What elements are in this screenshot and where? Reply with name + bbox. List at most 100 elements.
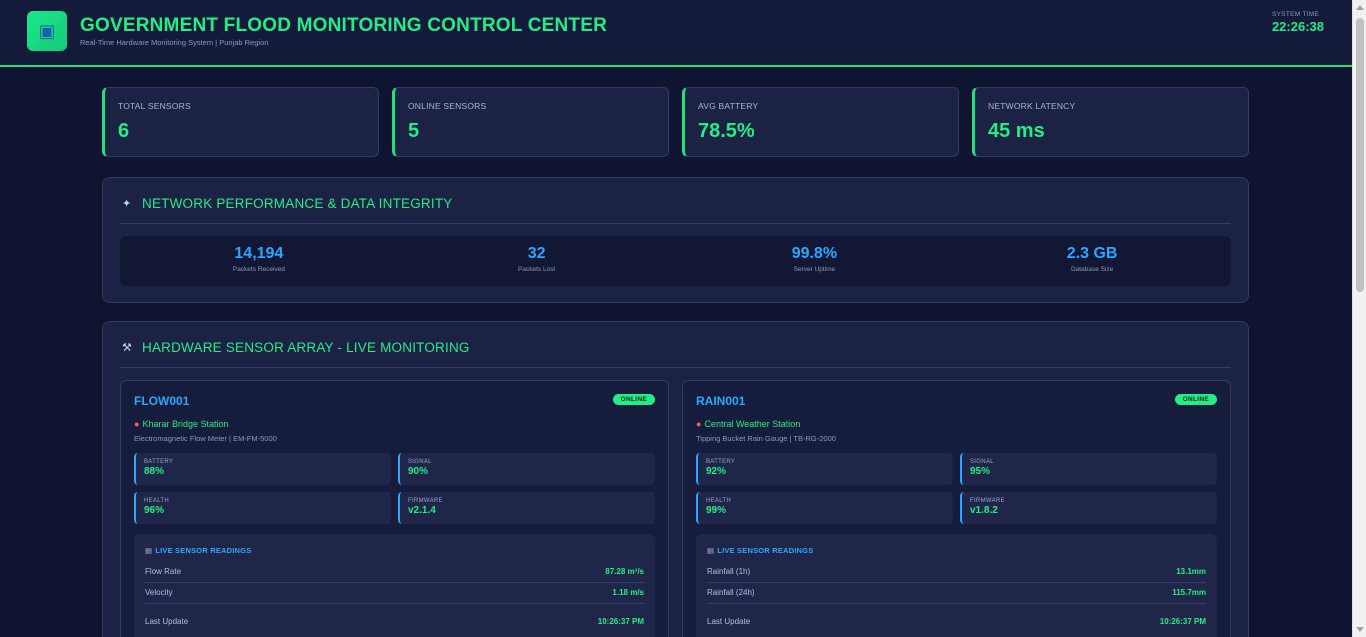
- stat-card-online-sensors: ONLINE SENSORS 5: [392, 87, 669, 157]
- tile-value: 90%: [408, 466, 429, 477]
- tile-label: FIRMWARE: [970, 498, 1005, 504]
- metric-value: 32: [527, 245, 546, 262]
- reading-label: Last Update: [707, 617, 751, 626]
- reading-row: Last Update 10:26:37 PM: [145, 612, 644, 633]
- sensor-location: ● Kharar Bridge Station: [134, 419, 229, 429]
- status-badge: ONLINE: [1174, 394, 1217, 405]
- tile-label: FIRMWARE: [408, 498, 443, 504]
- metric-database-size: 2.3 GB Database Size: [953, 236, 1231, 286]
- satellite-dish-icon: ✦: [122, 198, 132, 210]
- metric-server-uptime: 99.8% Server Uptime: [676, 236, 954, 286]
- sensor-id: RAIN001: [696, 394, 746, 408]
- sensor-array-panel: ⚒ HARDWARE SENSOR ARRAY - LIVE MONITORIN…: [102, 321, 1249, 637]
- panel-title: HARDWARE SENSOR ARRAY - LIVE MONITORING: [142, 340, 470, 355]
- map-pin-icon: ●: [134, 419, 140, 429]
- firmware-tile: FIRMWARE v1.8.2: [960, 492, 1217, 524]
- bar-chart-icon: ▦: [145, 546, 153, 555]
- metric-packets-received: 14,194 Packets Received: [120, 236, 398, 286]
- tile-label: BATTERY: [144, 459, 174, 465]
- sensor-card-rain001[interactable]: RAIN001 ONLINE ● Central Weather Station …: [682, 380, 1231, 637]
- reading-label: Rainfall (24h): [707, 588, 755, 597]
- metric-label: Server Uptime: [793, 266, 836, 273]
- tile-label: SIGNAL: [970, 459, 994, 465]
- metric-value: 99.8%: [791, 245, 838, 262]
- app-header: ▣ GOVERNMENT FLOOD MONITORING CONTROL CE…: [0, 0, 1352, 67]
- stat-value: 5: [408, 120, 420, 142]
- tile-label: HEALTH: [706, 498, 732, 504]
- metric-packets-lost: 32 Packets Lost: [398, 236, 676, 286]
- network-performance-panel: ✦ NETWORK PERFORMANCE & DATA INTEGRITY 1…: [102, 177, 1249, 303]
- sensor-model: Tipping Bucket Rain Gauge | TB-RG-2000: [696, 434, 836, 443]
- sensor-location-text: Kharar Bridge Station: [142, 419, 229, 429]
- firmware-tile: FIRMWARE v2.1.4: [398, 492, 655, 524]
- page-scrollbar[interactable]: [1352, 0, 1366, 637]
- live-readings: ▦ LIVE SENSOR READINGS Rainfall (1h) 13.1…: [696, 534, 1217, 637]
- stat-value: 45 ms: [988, 120, 1045, 142]
- system-time-value: 22:26:38: [1271, 19, 1324, 34]
- reading-row: Velocity 1.18 m/s: [145, 583, 644, 604]
- wrench-icon: ⚒: [122, 342, 132, 354]
- health-tile: HEALTH 99%: [696, 492, 953, 524]
- tile-value: 88%: [144, 466, 165, 477]
- tile-value: 95%: [970, 466, 991, 477]
- app-subtitle: Real-Time Hardware Monitoring System | P…: [80, 38, 269, 47]
- sensor-location: ● Central Weather Station: [696, 419, 800, 429]
- reading-value: 10:26:37 PM: [597, 617, 644, 626]
- panel-title: NETWORK PERFORMANCE & DATA INTEGRITY: [142, 196, 453, 211]
- battery-tile: BATTERY 88%: [134, 453, 391, 485]
- stat-value: 78.5%: [698, 120, 755, 142]
- reading-label: Velocity: [145, 588, 173, 597]
- signal-tile: SIGNAL 90%: [398, 453, 655, 485]
- stat-card-total-sensors: TOTAL SENSORS 6: [102, 87, 379, 157]
- stat-value: 6: [118, 120, 130, 142]
- system-time: SYSTEM TIME 22:26:38: [1272, 11, 1324, 34]
- battery-tile: BATTERY 92%: [696, 453, 953, 485]
- sensor-location-text: Central Weather Station: [704, 419, 801, 429]
- reading-row: Rainfall (24h) 115.7mm: [707, 583, 1206, 604]
- stat-label: AVG BATTERY: [698, 101, 759, 111]
- network-metrics: 14,194 Packets Received 32 Packets Lost …: [120, 236, 1231, 286]
- live-readings: ▦ LIVE SENSOR READINGS Flow Rate 87.28 m³…: [134, 534, 655, 637]
- reading-row: Flow Rate 87.28 m³/s: [145, 562, 644, 583]
- stat-label: ONLINE SENSORS: [408, 101, 487, 111]
- reading-label: Flow Rate: [145, 567, 182, 576]
- system-time-label: SYSTEM TIME: [1271, 11, 1320, 18]
- signal-tile: SIGNAL 95%: [960, 453, 1217, 485]
- monitor-icon: ▣: [38, 21, 56, 41]
- health-tile: HEALTH 96%: [134, 492, 391, 524]
- metric-value: 14,194: [234, 245, 284, 262]
- tile-label: HEALTH: [144, 498, 170, 504]
- reading-value: 13.1mm: [1176, 567, 1206, 576]
- scroll-thumb[interactable]: [1356, 18, 1364, 292]
- metric-label: Packets Received: [232, 266, 285, 273]
- readings-title: ▦ LIVE SENSOR READINGS: [145, 546, 251, 555]
- readings-title-text: LIVE SENSOR READINGS: [155, 546, 252, 555]
- map-pin-icon: ●: [696, 419, 702, 429]
- app-title: GOVERNMENT FLOOD MONITORING CONTROL CENT…: [80, 15, 608, 36]
- bar-chart-icon: ▦: [707, 546, 715, 555]
- scroll-up-icon[interactable]: [1356, 5, 1364, 10]
- reading-value: 10:26:37 PM: [1159, 617, 1206, 626]
- panel-header: ✦ NETWORK PERFORMANCE & DATA INTEGRITY: [120, 195, 1231, 224]
- reading-row: Rainfall (1h) 13.1mm: [707, 562, 1206, 583]
- sensor-model: Electromagnetic Flow Meter | EM-FM-5000: [134, 434, 277, 443]
- tile-value: v2.1.4: [408, 505, 436, 516]
- tile-label: SIGNAL: [408, 459, 432, 465]
- panel-header: ⚒ HARDWARE SENSOR ARRAY - LIVE MONITORIN…: [120, 339, 1231, 368]
- sensor-id: FLOW001: [134, 394, 190, 408]
- stat-label: TOTAL SENSORS: [118, 101, 191, 111]
- sensor-card-flow001[interactable]: FLOW001 ONLINE ● Kharar Bridge Station El…: [120, 380, 669, 637]
- reading-value: 87.28 m³/s: [605, 567, 644, 576]
- stat-card-network-latency: NETWORK LATENCY 45 ms: [972, 87, 1249, 157]
- stat-card-avg-battery: AVG BATTERY 78.5%: [682, 87, 959, 157]
- status-badge: ONLINE: [612, 394, 655, 405]
- readings-title-text: LIVE SENSOR READINGS: [717, 546, 814, 555]
- scroll-down-icon[interactable]: [1356, 627, 1364, 632]
- tile-value: 92%: [706, 466, 727, 477]
- reading-label: Rainfall (1h): [707, 567, 751, 576]
- metric-value: 2.3 GB: [1066, 245, 1118, 262]
- reading-label: Last Update: [145, 617, 189, 626]
- app-logo: ▣: [27, 11, 67, 51]
- reading-value: 1.18 m/s: [612, 588, 644, 597]
- tile-value: v1.8.2: [970, 505, 998, 516]
